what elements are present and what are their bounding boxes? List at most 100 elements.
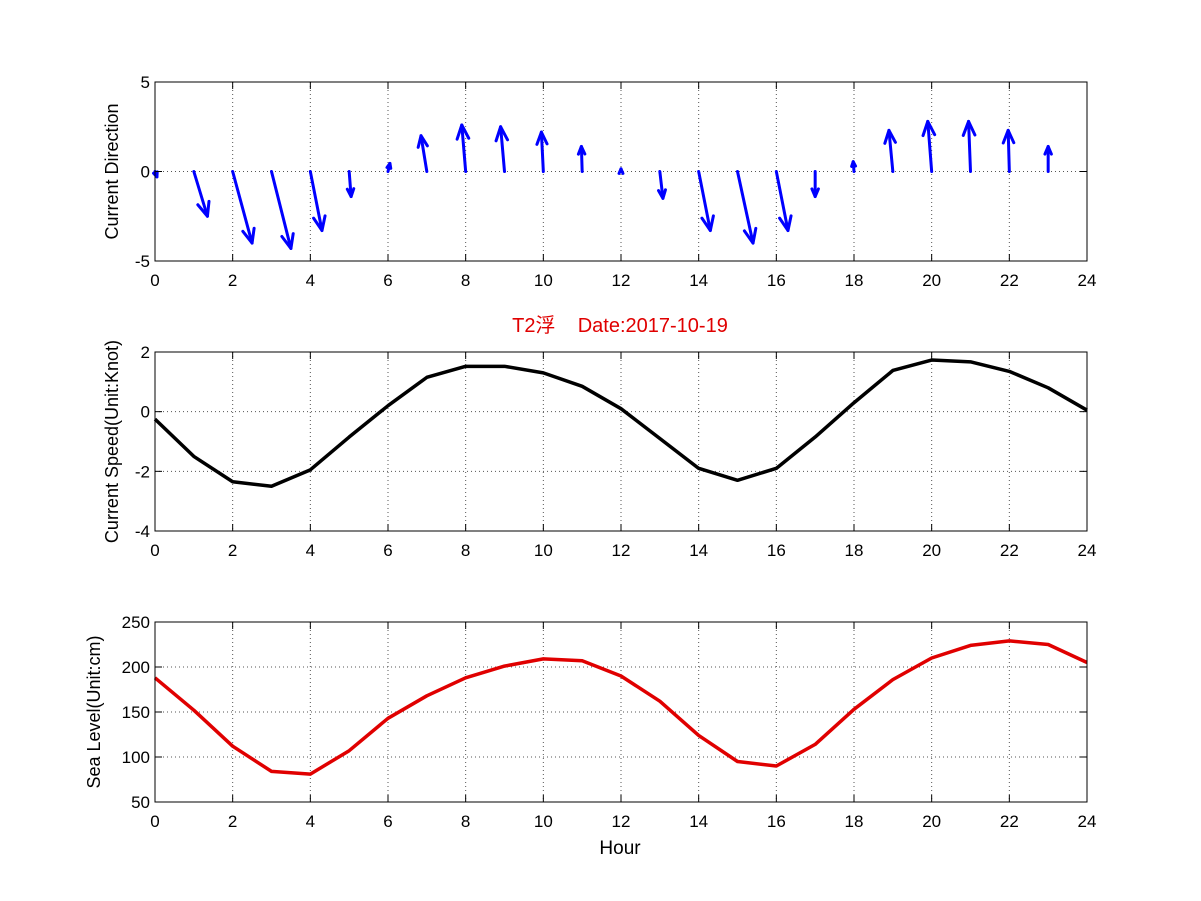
arrow-shaft xyxy=(308,170,324,233)
current-arrow xyxy=(455,123,471,173)
x-tick-label: 20 xyxy=(922,271,941,290)
x-tick-label: 18 xyxy=(845,271,864,290)
x-tick-label: 16 xyxy=(767,812,786,831)
arrow-shaft xyxy=(579,144,584,173)
chart-title: T2浮 Date:2017-10-19 xyxy=(512,314,728,337)
arrow-head xyxy=(576,144,587,156)
x-tick-label: 2 xyxy=(228,541,237,560)
arrow-shaft xyxy=(926,119,934,173)
x-tick-label: 20 xyxy=(922,541,941,560)
current-arrow xyxy=(883,128,897,173)
y-tick-label: -2 xyxy=(135,462,150,481)
arrow-head xyxy=(1043,144,1053,156)
x-axis-label: Hour xyxy=(599,838,641,859)
arrow-head xyxy=(961,119,977,137)
y-tick-label: 5 xyxy=(141,73,150,92)
current-arrow xyxy=(697,170,715,233)
arrow-shaft xyxy=(887,128,895,173)
y-tick-label: 50 xyxy=(131,793,150,812)
arrow-head xyxy=(1001,128,1016,145)
arrow-head xyxy=(810,187,820,199)
x-tick-label: 6 xyxy=(383,812,392,831)
x-tick-label: 16 xyxy=(767,541,786,560)
y-tick-label: 0 xyxy=(141,403,150,422)
arrow-head xyxy=(494,125,510,143)
y-tick-label: 150 xyxy=(122,703,150,722)
arrow-shaft xyxy=(697,170,712,233)
current-arrow xyxy=(345,170,356,199)
current-arrow xyxy=(736,170,758,245)
arrow-head xyxy=(196,199,211,218)
y-tick-label: -4 xyxy=(135,522,150,541)
x-tick-label: 2 xyxy=(228,812,237,831)
current-arrow xyxy=(535,130,549,173)
x-tick-label: 10 xyxy=(534,541,553,560)
sea-level-line xyxy=(153,639,1088,776)
x-tick-label: 22 xyxy=(1000,271,1019,290)
arrow-shaft xyxy=(967,119,972,173)
arrow-shaft xyxy=(774,170,790,233)
y-axis-label: Sea Level(Unit:cm) xyxy=(84,635,104,788)
arrow-head xyxy=(921,119,937,138)
current-arrow xyxy=(308,170,327,233)
x-tick-label: 10 xyxy=(534,812,553,831)
current-arrow xyxy=(231,170,256,245)
y-tick-label: 200 xyxy=(122,658,150,677)
current-arrow xyxy=(416,134,429,173)
current-arrow xyxy=(192,170,211,218)
current-arrow xyxy=(1001,128,1016,173)
current-arrow xyxy=(810,170,820,199)
arrow-head xyxy=(280,232,295,250)
x-tick-label: 2 xyxy=(228,271,237,290)
x-tick-label: 8 xyxy=(461,541,470,560)
x-tick-label: 18 xyxy=(845,541,864,560)
x-tick-label: 22 xyxy=(1000,812,1019,831)
current-arrow xyxy=(921,119,937,173)
x-tick-label: 14 xyxy=(689,541,708,560)
current-arrow xyxy=(657,170,667,200)
arrow-head xyxy=(312,214,327,233)
x-tick-label: 22 xyxy=(1000,541,1019,560)
x-tick-label: 4 xyxy=(306,271,315,290)
arrow-head xyxy=(617,167,625,175)
arrow-head xyxy=(883,128,897,145)
x-tick-label: 12 xyxy=(612,541,631,560)
arrow-head xyxy=(778,214,793,233)
y-tick-label: 100 xyxy=(122,748,150,767)
arrow-shaft xyxy=(270,170,293,250)
arrow-head xyxy=(385,161,393,170)
arrow-head xyxy=(241,226,256,245)
x-tick-label: 14 xyxy=(689,812,708,831)
arrow-head xyxy=(657,188,667,200)
x-tick-label: 18 xyxy=(845,812,864,831)
x-tick-label: 12 xyxy=(612,812,631,831)
y-tick-label: 250 xyxy=(122,613,150,632)
current-arrow xyxy=(270,170,295,250)
current-arrow xyxy=(850,160,858,173)
arrow-head xyxy=(455,123,471,141)
arrow-shaft xyxy=(1006,128,1011,173)
arrow-shaft xyxy=(419,134,429,173)
current-arrow xyxy=(494,125,510,173)
y-axis-label: Current Speed(Unit:Knot) xyxy=(102,340,122,543)
x-tick-label: 8 xyxy=(461,812,470,831)
x-tick-label: 0 xyxy=(150,271,159,290)
arrow-head xyxy=(742,226,758,245)
current-arrow xyxy=(1043,144,1053,173)
y-tick-label: 0 xyxy=(141,163,150,182)
x-tick-label: 8 xyxy=(461,271,470,290)
arrow-shaft xyxy=(539,130,545,173)
current-arrow xyxy=(576,144,587,173)
x-tick-label: 16 xyxy=(767,271,786,290)
arrow-shaft xyxy=(231,170,254,245)
arrow-head xyxy=(345,187,356,199)
arrow-head xyxy=(700,214,715,233)
x-tick-label: 10 xyxy=(534,271,553,290)
x-tick-label: 0 xyxy=(150,812,159,831)
arrow-head xyxy=(535,130,549,146)
x-tick-label: 6 xyxy=(383,541,392,560)
